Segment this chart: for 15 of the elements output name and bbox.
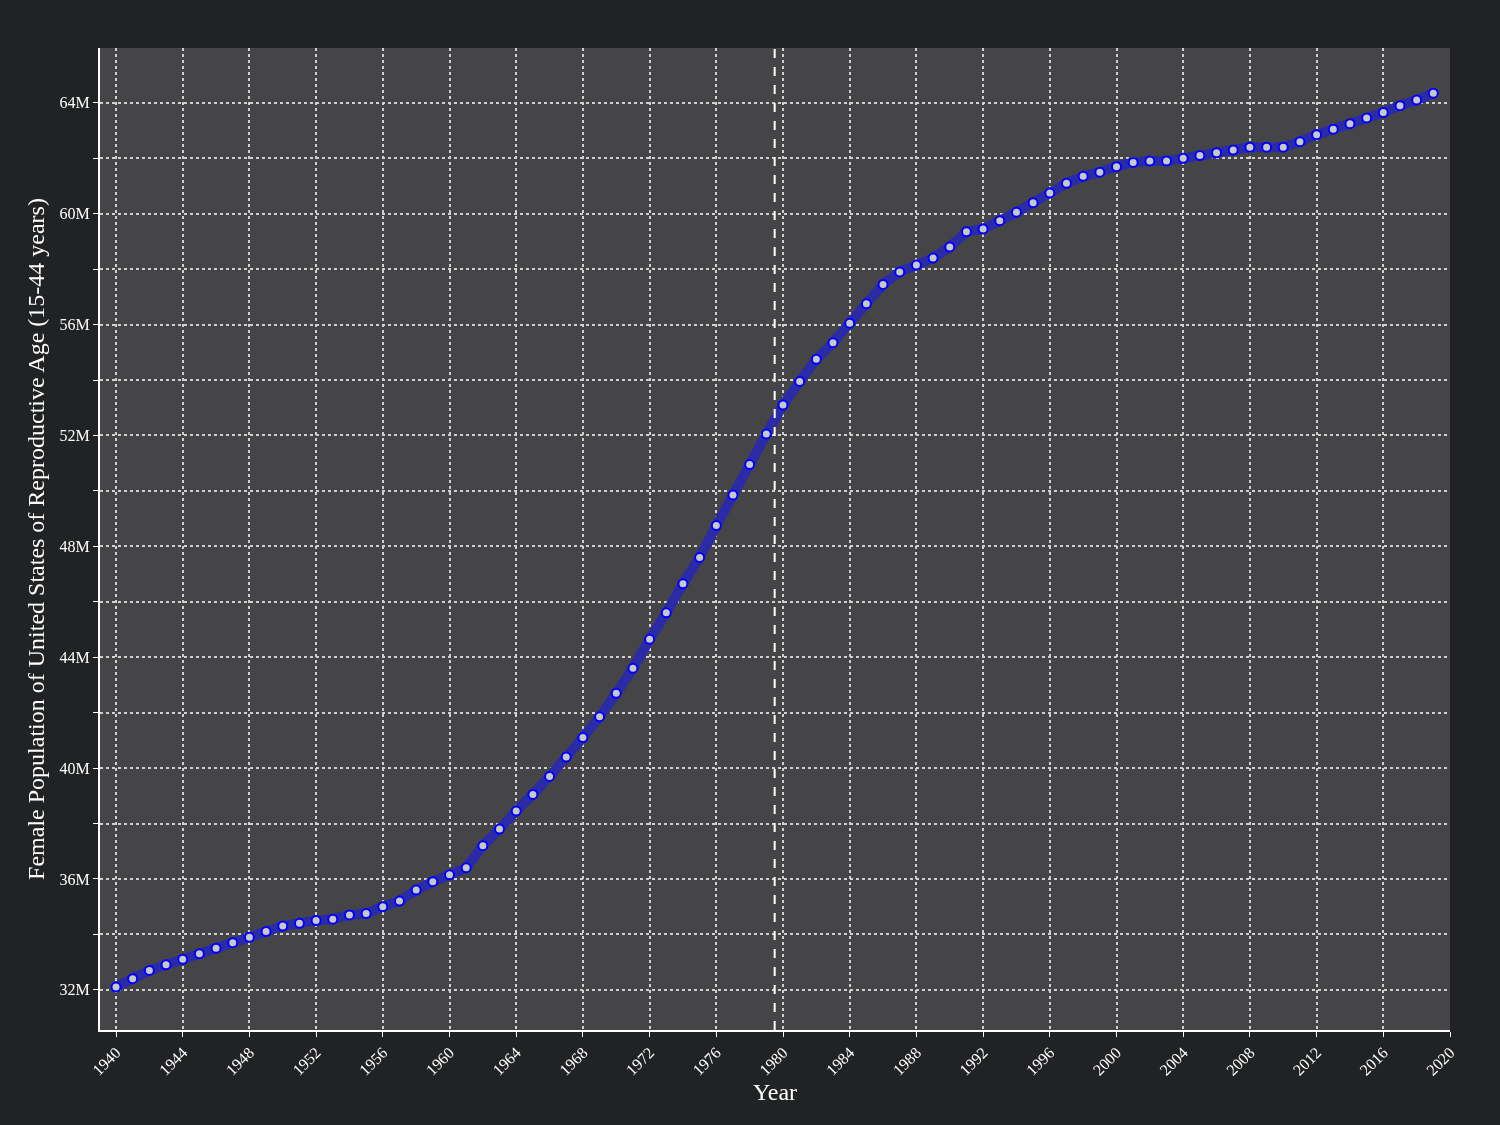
y-axis-title: Female Population of United States of Reproductive Age (15-44 years) bbox=[23, 198, 50, 880]
y-tick-label: 60M bbox=[59, 205, 90, 223]
x-tick-label: 1940 bbox=[89, 1043, 124, 1079]
y-tick-label: 44M bbox=[59, 648, 90, 666]
x-tick-label: 1980 bbox=[756, 1043, 791, 1079]
x-tick-label: 1992 bbox=[956, 1043, 991, 1079]
y-tick-label: 32M bbox=[59, 981, 90, 999]
y-tick-label: 64M bbox=[59, 94, 90, 112]
y-tick-label: 48M bbox=[59, 537, 90, 555]
y-tick-label: 56M bbox=[59, 316, 90, 334]
x-axis-title: Year bbox=[752, 1078, 798, 1105]
y-tick-label: 52M bbox=[59, 427, 90, 445]
y-tick-label: 40M bbox=[59, 759, 90, 777]
x-tick-label: 1968 bbox=[556, 1043, 591, 1079]
y-tick-label: 36M bbox=[59, 870, 90, 888]
